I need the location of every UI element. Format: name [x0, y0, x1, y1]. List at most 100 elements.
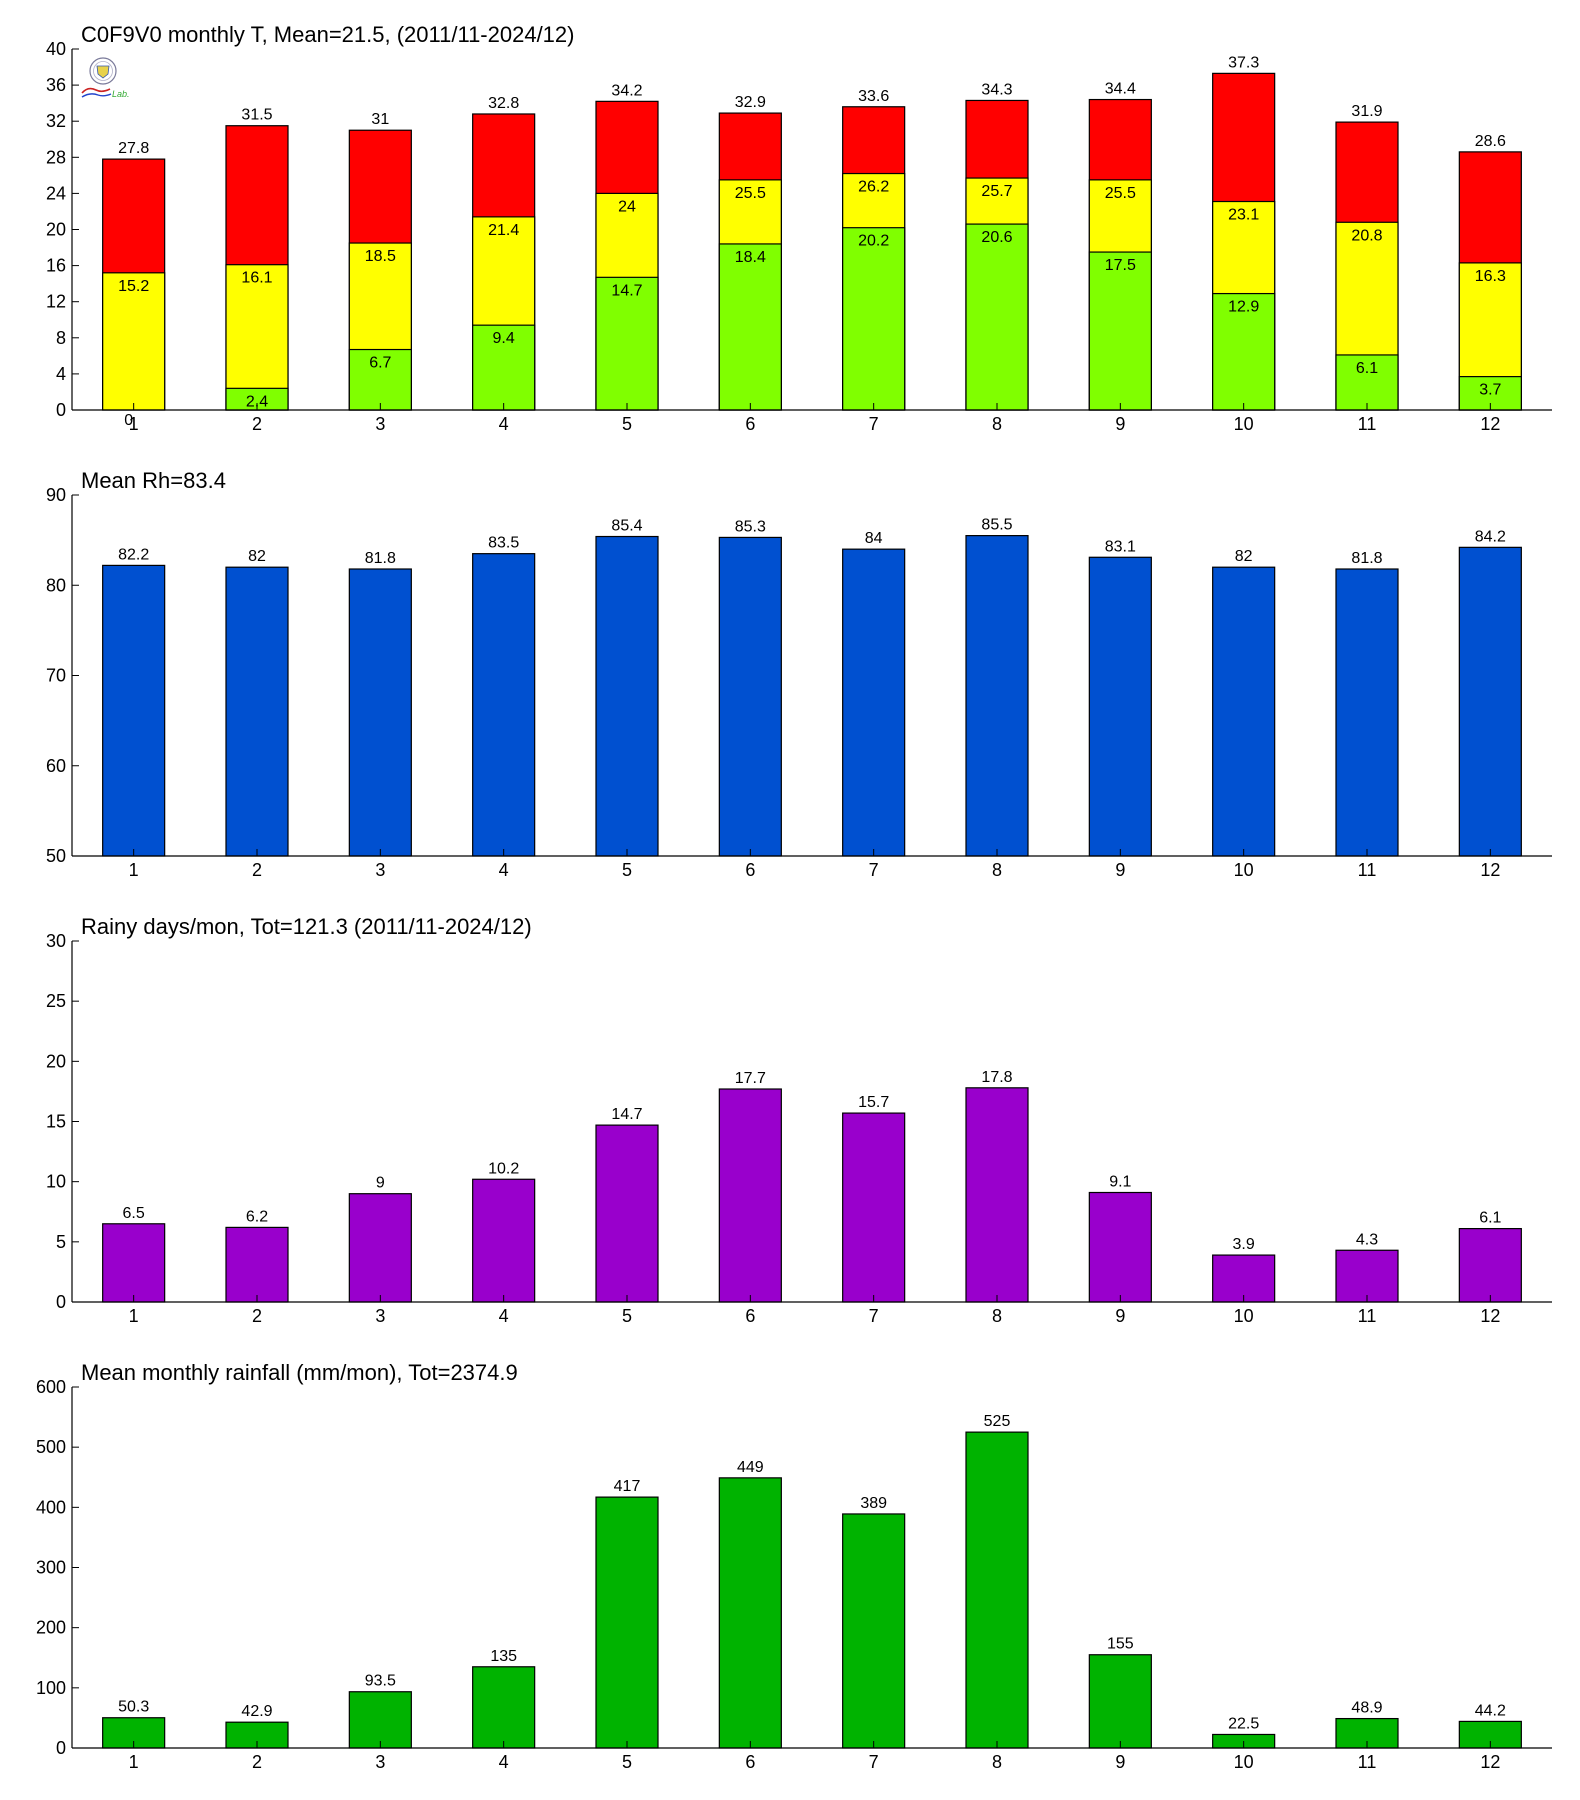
temperature-bar-5-s2 [595, 276, 659, 411]
rainy-days-xtick-label: 12 [1480, 1306, 1500, 1326]
temperature-value-label: 18.5 [365, 248, 396, 265]
temperature-value-label: 16.1 [241, 270, 272, 287]
rainfall-bar-8 [965, 1431, 1029, 1749]
temperature-ytick-label: 4 [56, 364, 66, 384]
temperature-value-label: 14.7 [611, 282, 642, 299]
humidity-xtick-label: 6 [745, 860, 755, 880]
temperature-value-label: 28.6 [1475, 133, 1506, 150]
humidity-value-label: 84.2 [1475, 528, 1506, 545]
rainfall-xtick-label: 1 [129, 1752, 139, 1772]
lab-logo-icon: Lab. [81, 57, 130, 99]
humidity-value-label: 85.5 [981, 517, 1012, 534]
temperature-value-label: 32.8 [488, 95, 519, 112]
temperature-value-label: 31 [371, 111, 389, 128]
rainy-days-xtick-label: 8 [992, 1306, 1002, 1326]
humidity-bar-2 [225, 566, 289, 857]
rainy-days-bar-7 [842, 1112, 906, 1303]
rainy-days-bar-12 [1458, 1227, 1522, 1303]
humidity-bar-10 [1212, 566, 1276, 857]
rainfall-value-label: 93.5 [365, 1673, 396, 1690]
temperature-value-label: 31.5 [241, 107, 272, 124]
temperature-title: C0F9V0 monthly T, Mean=21.5, (2011/11-20… [81, 22, 574, 47]
rainfall-title: Mean monthly rainfall (mm/mon), Tot=2374… [81, 1360, 518, 1385]
rainfall-xtick-label: 5 [622, 1752, 632, 1772]
temperature-xtick-label: 9 [1115, 414, 1125, 434]
rainy-days-ytick-label: 20 [46, 1051, 66, 1071]
humidity-xtick-label: 8 [992, 860, 1002, 880]
temperature-ytick-label: 24 [46, 183, 66, 203]
temperature-value-label: 18.4 [735, 249, 766, 266]
temperature-ytick-label: 32 [46, 111, 66, 131]
temperature-value-label: 15.2 [118, 278, 149, 295]
rainfall-value-label: 389 [860, 1495, 887, 1512]
humidity-xtick-label: 4 [499, 860, 509, 880]
rainfall-xtick-label: 9 [1115, 1752, 1125, 1772]
humidity-ytick-label: 90 [46, 485, 66, 505]
rainy-days-title: Rainy days/mon, Tot=121.3 (2011/11-2024/… [81, 914, 532, 939]
rainfall-value-label: 50.3 [118, 1699, 149, 1716]
temperature-value-label: 32.9 [735, 94, 766, 111]
rainy-days-value-label: 17.7 [735, 1070, 766, 1087]
rainy-days-value-label: 9 [376, 1175, 385, 1192]
temperature-value-label: 34.4 [1105, 81, 1136, 98]
rainy-days-xtick-label: 2 [252, 1306, 262, 1326]
rainy-days-bar-2 [225, 1226, 289, 1303]
rainfall-bar-5 [595, 1496, 659, 1749]
rainy-days-bar-9 [1088, 1191, 1152, 1303]
rainy-days-xtick-label: 5 [622, 1306, 632, 1326]
humidity-xtick-label: 12 [1480, 860, 1500, 880]
temperature-ytick-label: 40 [46, 39, 66, 59]
rainy-days-ytick-label: 30 [46, 931, 66, 951]
rainy-days-bar-1 [102, 1223, 166, 1303]
temperature-value-label: 12.9 [1228, 299, 1259, 316]
rainy-days-value-label: 10.2 [488, 1160, 519, 1177]
temperature-value-label: 21.4 [488, 222, 519, 239]
rainy-days-bar-6 [718, 1088, 782, 1303]
rainfall-xtick-label: 7 [869, 1752, 879, 1772]
temperature-xtick-label: 11 [1358, 414, 1377, 434]
humidity-bar-4 [472, 553, 536, 857]
humidity-bar-1 [102, 564, 166, 857]
temperature-bar-8-s2 [965, 223, 1029, 411]
rainy-days-value-label: 15.7 [858, 1094, 889, 1111]
rainfall-value-label: 44.2 [1475, 1702, 1506, 1719]
rainfall-xtick-label: 10 [1234, 1752, 1254, 1772]
humidity-bar-3 [348, 568, 412, 857]
humidity-value-label: 83.1 [1105, 538, 1136, 555]
rainfall-ytick-label: 200 [36, 1618, 66, 1638]
rainfall-value-label: 449 [737, 1459, 764, 1476]
humidity-value-label: 85.4 [611, 518, 642, 535]
temperature-xtick-label: 12 [1480, 414, 1500, 434]
temperature-bar-1-s1 [102, 272, 166, 411]
temperature-xtick-label: 3 [375, 414, 385, 434]
rainy-days-ytick-label: 0 [56, 1292, 66, 1312]
rainy-days-xtick-label: 3 [375, 1306, 385, 1326]
rainfall-xtick-label: 3 [375, 1752, 385, 1772]
temperature-value-label: 34.2 [611, 82, 642, 99]
rainfall-xtick-label: 12 [1480, 1752, 1500, 1772]
humidity-value-label: 82 [1235, 548, 1253, 565]
rainfall-panel: Mean monthly rainfall (mm/mon), Tot=2374… [36, 1360, 1552, 1772]
temperature-xtick-label: 7 [869, 414, 879, 434]
rainy-days-xtick-label: 9 [1115, 1306, 1125, 1326]
rainy-days-value-label: 6.5 [123, 1205, 145, 1222]
rainy-days-ytick-label: 25 [46, 991, 66, 1011]
humidity-xtick-label: 10 [1234, 860, 1254, 880]
humidity-xtick-label: 2 [252, 860, 262, 880]
rainfall-bar-4 [472, 1666, 536, 1749]
temperature-value-label: 33.6 [858, 88, 889, 105]
temperature-value-label: 20.6 [981, 229, 1012, 246]
humidity-xtick-label: 9 [1115, 860, 1125, 880]
temperature-value-label: 20.8 [1351, 227, 1382, 244]
temperature-value-label: 2.4 [246, 393, 268, 410]
temperature-xtick-label: 6 [745, 414, 755, 434]
rainy-days-value-label: 6.2 [246, 1208, 268, 1225]
rainy-days-ytick-label: 15 [46, 1112, 66, 1132]
rainfall-xtick-label: 2 [252, 1752, 262, 1772]
temperature-xtick-label: 8 [992, 414, 1002, 434]
temperature-value-label: 0 [124, 412, 133, 429]
humidity-xtick-label: 3 [375, 860, 385, 880]
temperature-value-label: 25.5 [735, 185, 766, 202]
temperature-value-label: 6.7 [369, 355, 391, 372]
